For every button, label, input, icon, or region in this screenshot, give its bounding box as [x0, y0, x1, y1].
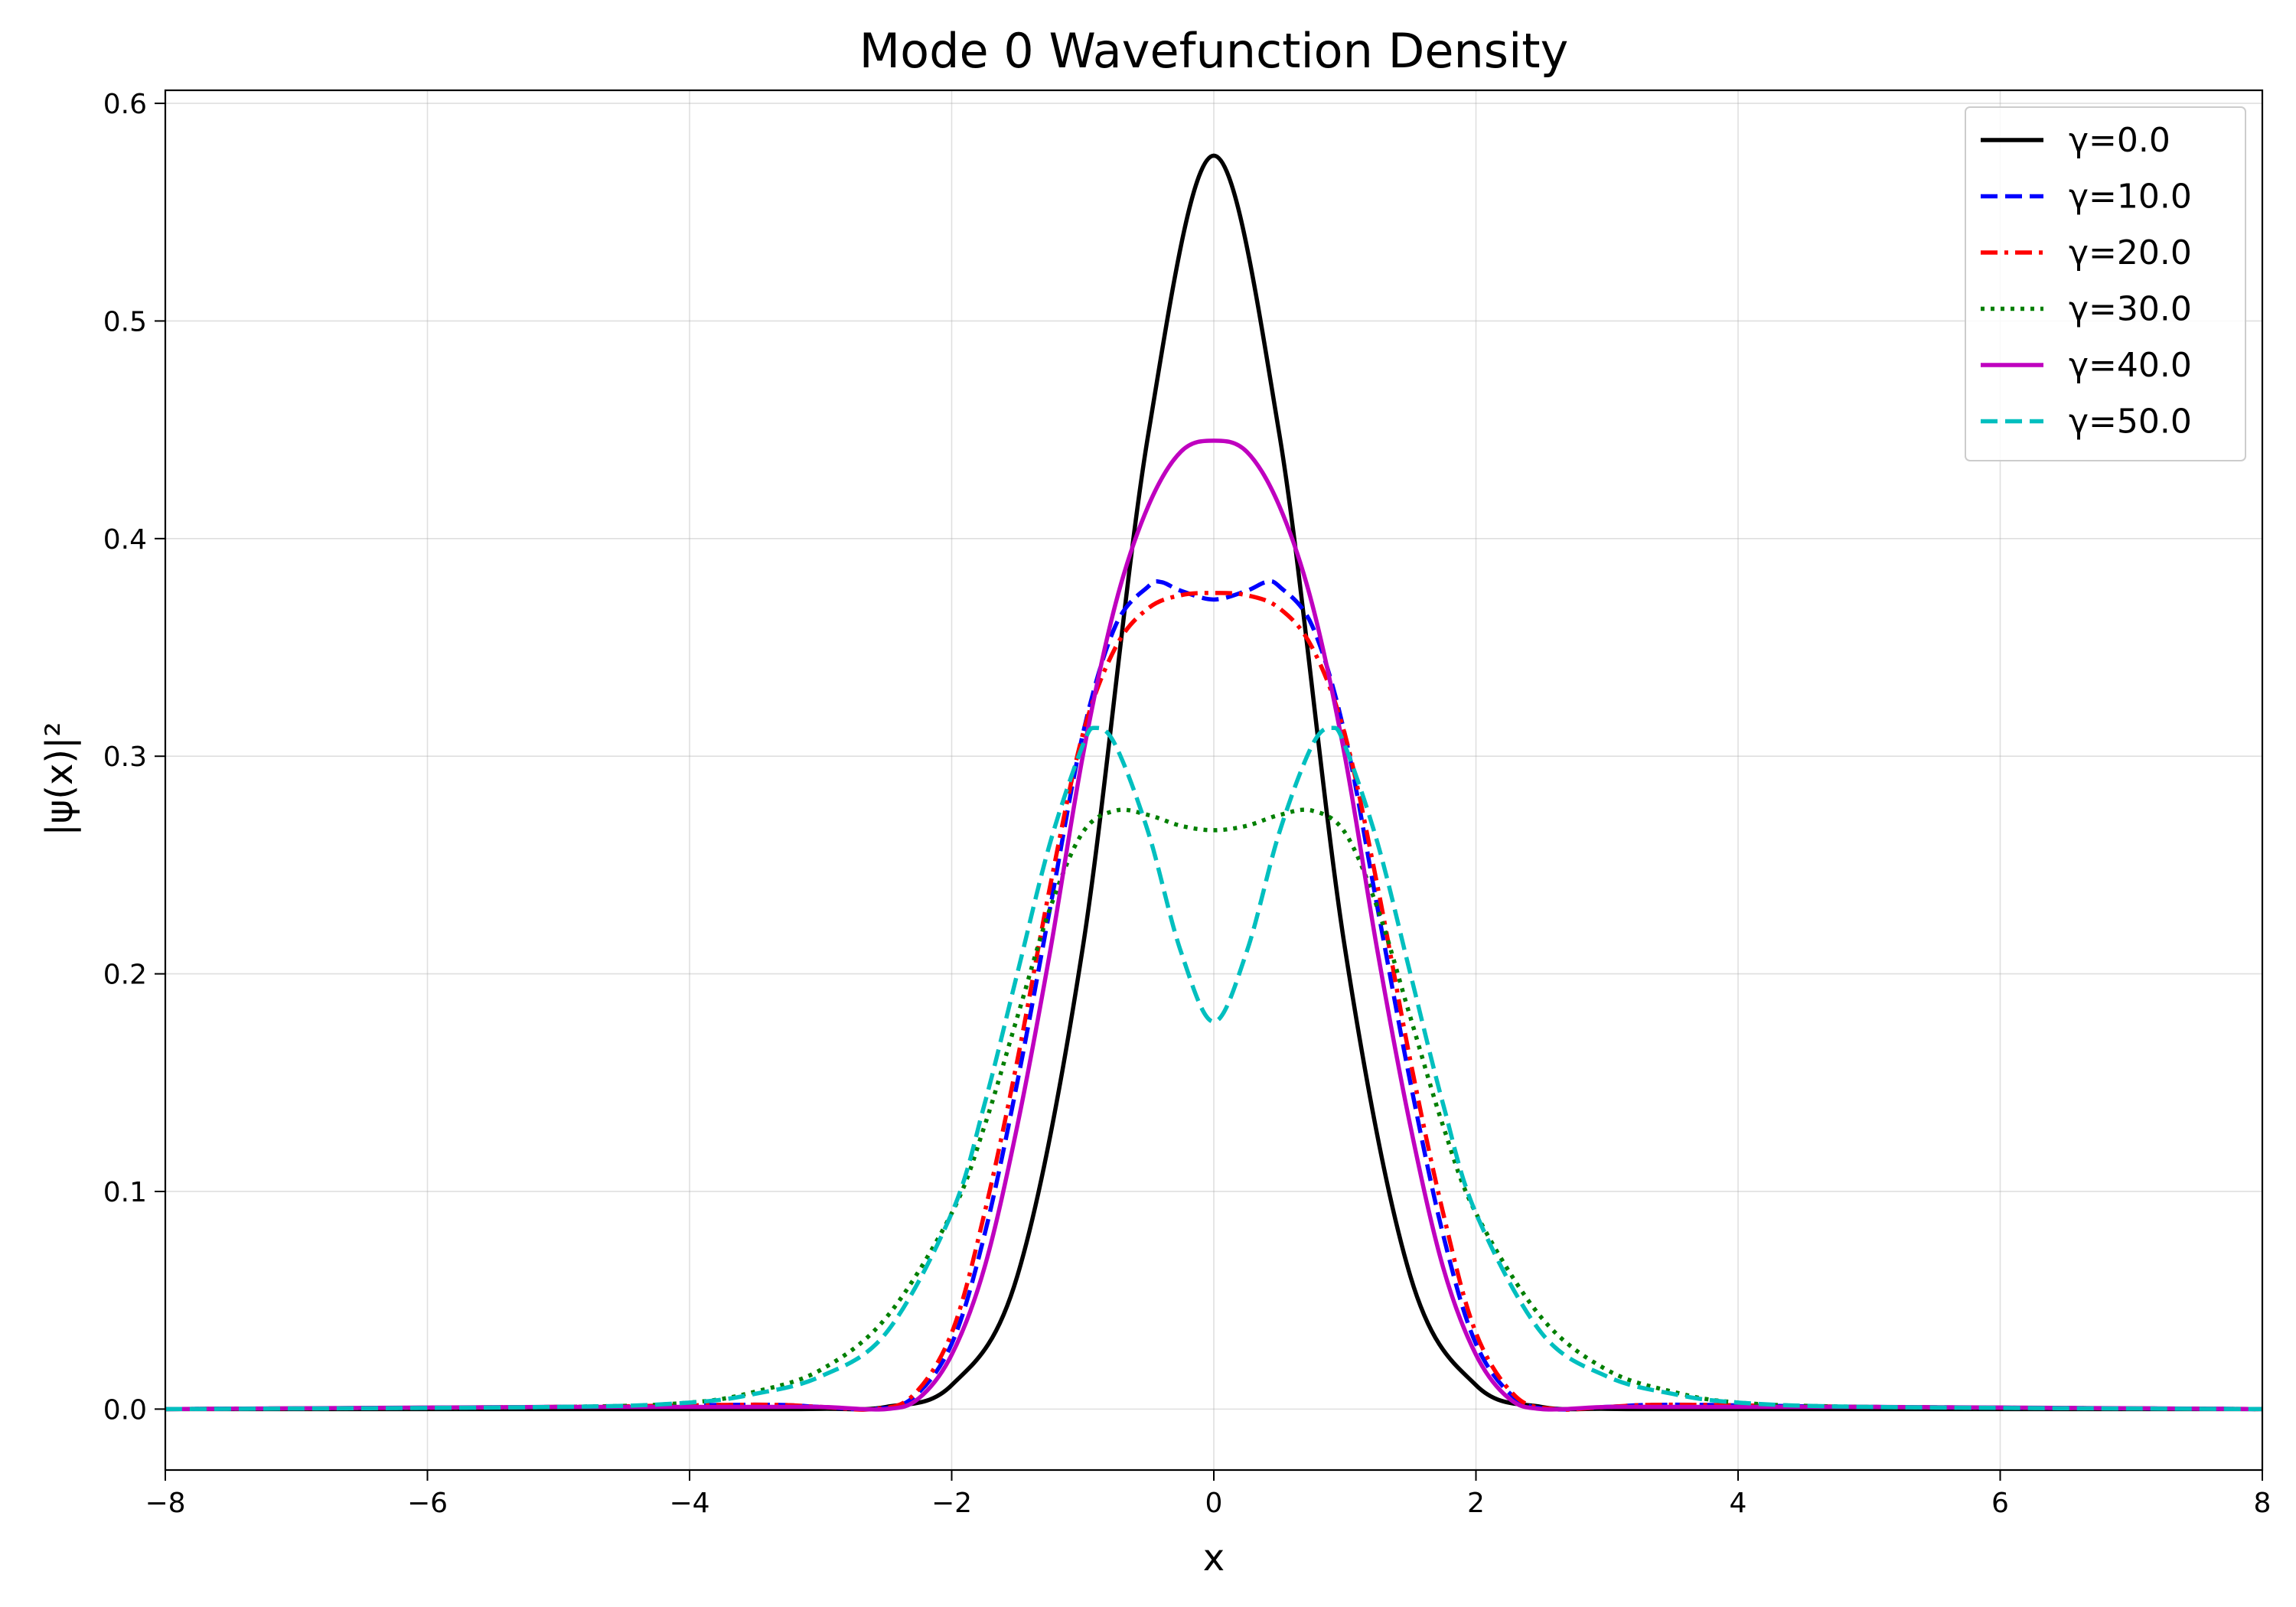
x-axis-label: x [1203, 1537, 1225, 1579]
y-tick-label: 0.2 [103, 960, 147, 991]
legend-label: γ=30.0 [2069, 290, 2192, 329]
x-tick-label: 8 [2254, 1488, 2272, 1519]
legend-label: γ=10.0 [2069, 178, 2192, 217]
x-tick-label: 6 [1991, 1488, 2009, 1519]
legend-label: γ=20.0 [2069, 233, 2192, 272]
series-line-4 [165, 438, 2262, 1412]
y-tick-label: 0.5 [103, 306, 147, 337]
legend-label: γ=0.0 [2069, 121, 2170, 160]
series-layer [165, 153, 2262, 1412]
legend: γ=0.0 γ=10.0 γ=20.0 γ=30.0 γ=40.0 γ=50.0 [1965, 106, 2246, 461]
y-tick-label: 0.1 [103, 1177, 147, 1208]
x-tick-label: 2 [1467, 1488, 1485, 1519]
x-tick-label: 0 [1205, 1488, 1223, 1519]
x-tick-label: −8 [145, 1488, 185, 1519]
x-tick-label: −6 [407, 1488, 448, 1519]
legend-label: γ=40.0 [2069, 346, 2192, 385]
y-tick-label: 0.4 [103, 524, 147, 556]
series-line-3 [165, 807, 2262, 1412]
grid [165, 90, 2263, 1470]
y-tick-label: 0.3 [103, 742, 147, 773]
x-tick-label: −2 [931, 1488, 972, 1519]
series-line-5 [165, 725, 2262, 1412]
y-tick-label: 0.6 [103, 89, 147, 120]
y-axis-label: |ψ(x)|² [38, 722, 81, 836]
x-tick-label: −4 [669, 1488, 709, 1519]
legend-label: γ=50.0 [2069, 403, 2192, 442]
x-axis: −8 −6 −4 −2 0 2 4 6 8 [145, 1470, 2271, 1519]
chart-title: Mode 0 Wavefunction Density [859, 23, 1569, 79]
x-tick-label: 4 [1730, 1488, 1747, 1519]
y-axis: 0.0 0.1 0.2 0.3 0.4 0.5 0.6 [103, 89, 165, 1426]
y-tick-label: 0.0 [103, 1394, 147, 1426]
